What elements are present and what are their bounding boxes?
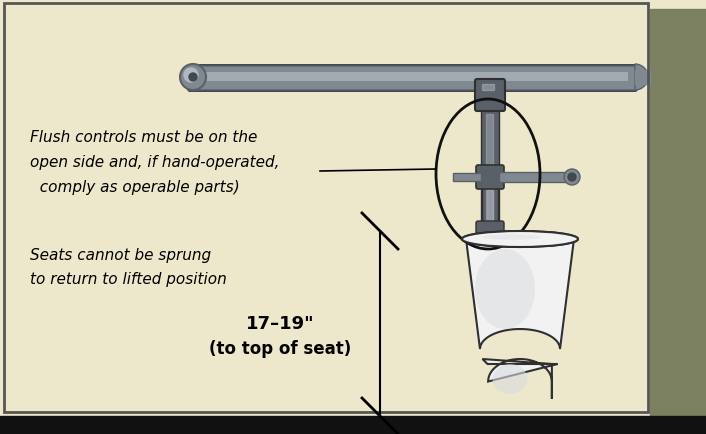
Text: (to top of seat): (to top of seat) xyxy=(209,339,351,357)
Bar xyxy=(499,173,567,183)
Circle shape xyxy=(184,69,198,83)
Bar xyxy=(482,187,498,231)
Bar xyxy=(481,110,499,250)
Polygon shape xyxy=(482,359,558,399)
Wedge shape xyxy=(635,65,648,91)
Text: Seats cannot be sprung: Seats cannot be sprung xyxy=(30,247,211,263)
Ellipse shape xyxy=(493,364,527,394)
Circle shape xyxy=(568,174,576,181)
FancyBboxPatch shape xyxy=(476,221,504,243)
Bar xyxy=(482,85,494,91)
Circle shape xyxy=(564,170,580,186)
Bar xyxy=(453,174,481,181)
Ellipse shape xyxy=(462,231,578,247)
Bar xyxy=(635,71,650,85)
Text: to return to lifted position: to return to lifted position xyxy=(30,271,227,286)
Bar xyxy=(487,191,493,228)
Text: 17–19": 17–19" xyxy=(246,314,314,332)
Ellipse shape xyxy=(483,235,541,240)
FancyBboxPatch shape xyxy=(187,65,638,93)
FancyBboxPatch shape xyxy=(197,73,628,82)
Bar xyxy=(650,10,706,424)
Text: comply as operable parts): comply as operable parts) xyxy=(30,180,240,194)
FancyBboxPatch shape xyxy=(476,166,504,190)
FancyBboxPatch shape xyxy=(187,67,638,91)
Bar xyxy=(486,115,493,244)
Ellipse shape xyxy=(462,231,578,247)
FancyBboxPatch shape xyxy=(475,80,505,112)
Text: open side and, if hand-operated,: open side and, if hand-operated, xyxy=(30,155,280,170)
Circle shape xyxy=(189,74,197,82)
Text: Flush controls must be on the: Flush controls must be on the xyxy=(30,130,258,145)
Bar xyxy=(0,416,706,434)
Polygon shape xyxy=(466,240,574,349)
Circle shape xyxy=(180,65,206,91)
Ellipse shape xyxy=(475,250,535,329)
